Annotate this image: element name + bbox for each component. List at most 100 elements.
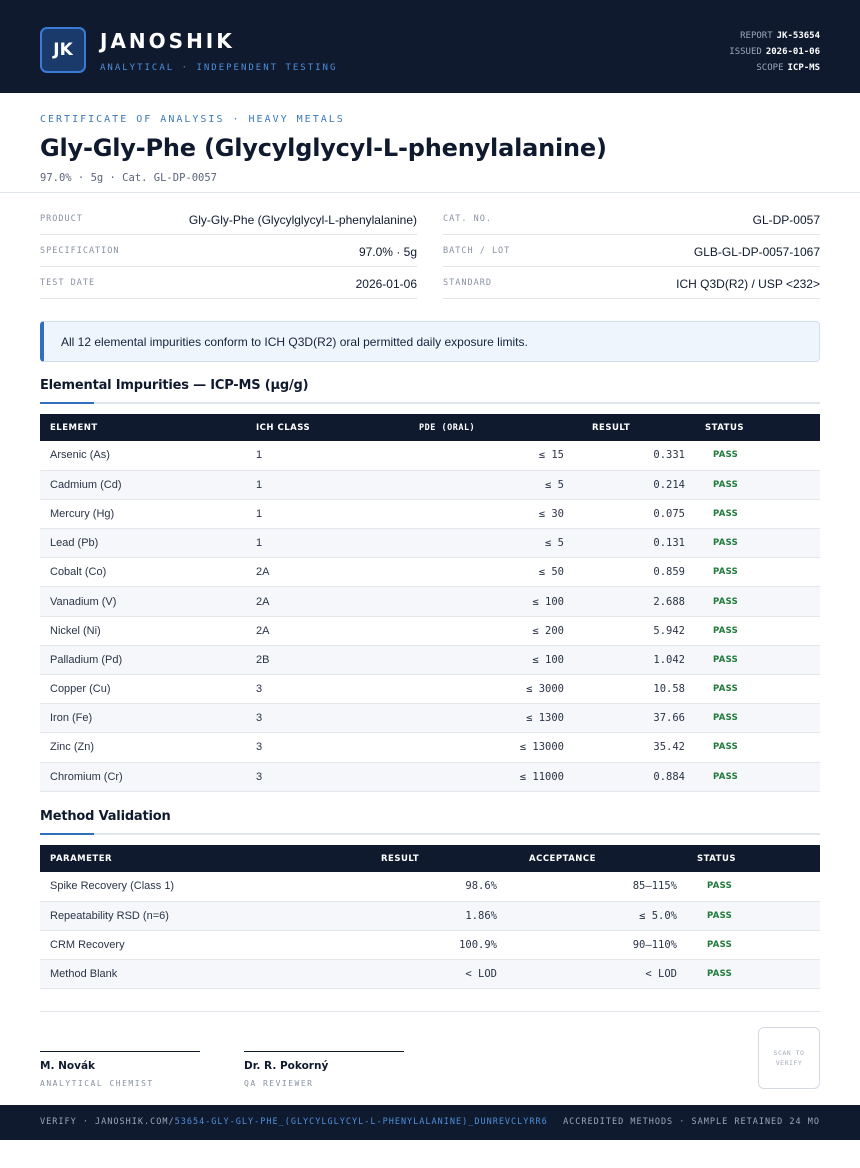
section-underline-accent: [40, 402, 94, 404]
status-badge: PASS: [713, 625, 739, 636]
info-value: 97.0% · 5g: [358, 245, 417, 259]
element-name: Copper (Cu): [50, 683, 111, 696]
pde-limit: ≤ 13000: [519, 741, 564, 754]
pde-limit: ≤ 1300: [526, 712, 564, 725]
element-name: Nickel (Ni): [50, 624, 101, 637]
element-name: Lead (Pb): [50, 537, 99, 550]
status-badge: PASS: [713, 450, 739, 461]
table-header-row: ELEMENT ICH CLASS PDE (ORAL) RESULT STAT…: [40, 414, 820, 441]
result-value: 2.688: [653, 595, 685, 608]
brand-logo: JK: [40, 27, 86, 73]
brand-tagline: ANALYTICAL · INDEPENDENT TESTING: [100, 63, 338, 73]
table-row: Palladium (Pd) 2B ≤ 100 1.042 PASS: [40, 645, 820, 675]
column-header: ACCEPTANCE: [529, 853, 596, 864]
status-badge: PASS: [713, 567, 739, 578]
element-name: Iron (Fe): [50, 712, 93, 725]
info-value: GLB-GL-DP-0057-1067: [693, 245, 820, 259]
element-name: Cobalt (Co): [50, 566, 107, 579]
verify-line: VERIFY · JANOSHIK.COM/53654-GLY-GLY-PHE_…: [40, 1117, 548, 1127]
result-value: 35.42: [653, 741, 685, 754]
parameter-name: Spike Recovery (Class 1): [50, 880, 175, 893]
info-specification: SPECIFICATION 97.0% · 5g: [40, 235, 417, 267]
parameter-name: Repeatability RSD (n=6): [50, 909, 169, 922]
signature-analyst: M. Novák ANALYTICAL CHEMIST: [40, 1051, 200, 1088]
brand-name: JANOSHIK: [100, 29, 235, 53]
table-row: Copper (Cu) 3 ≤ 3000 10.58 PASS: [40, 675, 820, 704]
result-value: 37.66: [653, 712, 685, 725]
pde-limit: ≤ 5: [545, 478, 564, 491]
element-name: Vanadium (V): [50, 595, 117, 608]
result-value: 0.859: [653, 566, 685, 579]
table-row: Zinc (Zn) 3 ≤ 13000 35.42 PASS: [40, 733, 820, 763]
signature-role: QA REVIEWER: [244, 1079, 314, 1088]
acceptance-value: 90–110%: [632, 938, 677, 951]
table-row: Chromium (Cr) 3 ≤ 11000 0.884 PASS: [40, 762, 820, 792]
table-row: Arsenic (As) 1 ≤ 15 0.331 PASS: [40, 441, 820, 471]
column-header: STATUS: [697, 853, 737, 864]
pde-limit: ≤ 15: [538, 449, 564, 462]
pde-limit: ≤ 30: [538, 507, 564, 520]
info-value: ICH Q3D(R2) / USP <232>: [676, 277, 820, 291]
parameter-name: CRM Recovery: [50, 938, 125, 951]
result-value: 5.942: [653, 624, 685, 637]
ich-class: 2B: [256, 653, 270, 666]
signature-name: M. Novák: [40, 1060, 96, 1072]
pde-limit: ≤ 11000: [519, 770, 564, 783]
acceptance-value: 85–115%: [632, 880, 677, 893]
info-test-date: TEST DATE 2026-01-06: [40, 267, 417, 299]
verify-link[interactable]: 53654-GLY-GLY-PHE_(GLYCYLGLYCYL-L-PHENYL…: [174, 1117, 548, 1127]
table-row: Method Blank < LOD < LOD PASS: [40, 959, 820, 989]
status-badge: PASS: [713, 596, 739, 607]
status-badge: PASS: [713, 742, 739, 753]
footer-note: ACCREDITED METHODS · SAMPLE RETAINED 24 …: [563, 1117, 820, 1127]
table-row: Repeatability RSD (n=6) 1.86% ≤ 5.0% PASS: [40, 901, 820, 931]
pde-limit: ≤ 100: [532, 653, 564, 666]
ich-class: 3: [256, 770, 263, 783]
status-badge: PASS: [713, 508, 739, 519]
status-badge: PASS: [713, 654, 739, 665]
status-badge: PASS: [713, 684, 739, 695]
qr-placeholder-text: SCAN TO VERIFY: [773, 1049, 805, 1067]
ich-class: 3: [256, 741, 263, 754]
table-row: Cobalt (Co) 2A ≤ 50 0.859 PASS: [40, 558, 820, 587]
report-meta: REPORT JK-53654 ISSUED 2026-01-06 SCOPE ICP…: [729, 28, 820, 76]
result-value: 0.331: [653, 449, 685, 462]
section-underline: [40, 833, 820, 835]
table-header-row: PARAMETER RESULT ACCEPTANCE STATUS: [40, 845, 820, 872]
ich-class: 1: [256, 478, 263, 491]
info-label: STANDARD: [443, 278, 492, 288]
pde-limit: ≤ 100: [532, 595, 564, 608]
scope-value: ICP-MS: [787, 63, 820, 73]
result-value: 1.86%: [465, 909, 497, 922]
verify-qr-code[interactable]: SCAN TO VERIFY: [758, 1027, 820, 1089]
report-footer: VERIFY · JANOSHIK.COM/53654-GLY-GLY-PHE_…: [0, 1105, 860, 1140]
info-label: SPECIFICATION: [40, 246, 120, 256]
element-name: Cadmium (Cd): [50, 478, 122, 491]
status-badge: PASS: [713, 713, 739, 724]
pde-limit: ≤ 5: [545, 537, 564, 550]
element-name: Zinc (Zn): [50, 741, 94, 754]
validation-table: PARAMETER RESULT ACCEPTANCE STATUS Spike…: [40, 845, 820, 989]
table-row: Cadmium (Cd) 1 ≤ 5 0.214 PASS: [40, 470, 820, 500]
table-row: Lead (Pb) 1 ≤ 5 0.131 PASS: [40, 528, 820, 558]
impurities-section-title: Elemental Impurities — ICP-MS (µg/g): [40, 378, 309, 393]
result-value: < LOD: [465, 968, 497, 981]
document-eyebrow: CERTIFICATE OF ANALYSIS · HEAVY METALS: [40, 114, 345, 125]
element-name: Mercury (Hg): [50, 507, 115, 520]
report-number: JK-53654: [776, 31, 820, 41]
page-subtitle: 97.0% · 5g · Cat. GL-DP-0057: [40, 172, 218, 184]
section-underline: [40, 402, 820, 404]
column-header: RESULT: [592, 422, 631, 433]
ich-class: 1: [256, 537, 263, 550]
result-value: 0.131: [653, 537, 685, 550]
status-badge: PASS: [707, 969, 733, 980]
notice-text: All 12 elemental impurities conform to I…: [61, 335, 528, 349]
info-label: TEST DATE: [40, 278, 96, 288]
result-value: 100.9%: [459, 938, 497, 951]
column-header: RESULT: [381, 853, 420, 864]
impurities-table: ELEMENT ICH CLASS PDE (ORAL) RESULT STAT…: [40, 414, 820, 792]
report-label: REPORT: [740, 31, 773, 41]
info-value: Gly-Gly-Phe (Glycylglycyl-L-phenylalanin…: [188, 213, 417, 227]
result-value: 0.214: [653, 478, 685, 491]
issued-label: ISSUED: [729, 47, 762, 57]
